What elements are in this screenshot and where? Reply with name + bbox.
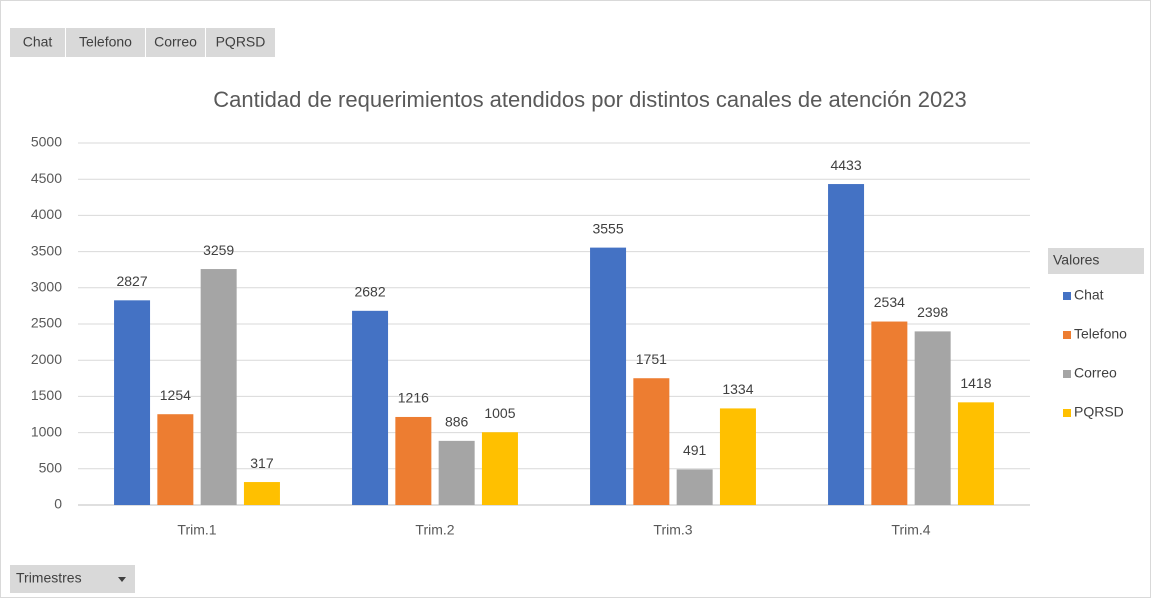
y-tick-label: 5000 bbox=[31, 134, 62, 150]
data-label: 2534 bbox=[874, 294, 905, 310]
field-buttons: Chat Telefono Correo PQRSD bbox=[10, 28, 275, 57]
chart-title: Cantidad de requerimientos atendidos por… bbox=[213, 87, 966, 112]
bar bbox=[633, 378, 670, 505]
bar bbox=[200, 269, 237, 505]
bar bbox=[243, 482, 280, 505]
field-button[interactable] bbox=[146, 28, 205, 57]
bar bbox=[914, 331, 951, 505]
data-label: 1334 bbox=[722, 381, 753, 397]
field-button-label[interactable]: PQRSD bbox=[216, 34, 266, 50]
data-label: 1418 bbox=[960, 375, 991, 391]
data-label: 1216 bbox=[398, 390, 429, 406]
data-label: 3259 bbox=[203, 242, 234, 258]
y-tick-label: 3500 bbox=[31, 242, 62, 258]
data-label: 491 bbox=[683, 442, 707, 458]
legend-label: Correo bbox=[1074, 365, 1117, 381]
legend-swatch bbox=[1063, 331, 1071, 339]
y-tick-label: 4500 bbox=[31, 170, 62, 186]
x-tick-label: Trim.4 bbox=[891, 522, 930, 538]
y-tick-label: 2000 bbox=[31, 351, 62, 367]
bar bbox=[395, 416, 432, 505]
y-tick-label: 4000 bbox=[31, 206, 62, 222]
y-tick-label: 0 bbox=[54, 496, 62, 512]
bar bbox=[590, 247, 627, 506]
bar bbox=[114, 300, 151, 505]
y-tick-label: 1500 bbox=[31, 387, 62, 403]
y-tick-label: 500 bbox=[39, 460, 63, 476]
bar bbox=[957, 402, 994, 505]
field-button[interactable] bbox=[10, 28, 65, 57]
bar bbox=[352, 310, 389, 505]
bar bbox=[871, 321, 908, 505]
legend-swatch bbox=[1063, 370, 1071, 378]
x-tick-label: Trim.2 bbox=[415, 522, 454, 538]
field-button-label[interactable]: Telefono bbox=[79, 34, 132, 50]
field-button-label[interactable]: Correo bbox=[154, 34, 197, 50]
data-label: 1254 bbox=[160, 387, 191, 403]
x-tick-label: Trim.1 bbox=[177, 522, 216, 538]
legend-label: PQRSD bbox=[1074, 404, 1124, 420]
field-button[interactable] bbox=[206, 28, 275, 57]
legend-label: Telefono bbox=[1074, 326, 1127, 342]
data-label: 317 bbox=[250, 455, 274, 471]
legend-swatch bbox=[1063, 409, 1071, 417]
bar bbox=[828, 184, 865, 506]
x-tick-label: Trim.3 bbox=[653, 522, 692, 538]
data-label: 2398 bbox=[917, 304, 948, 320]
y-tick-label: 2500 bbox=[31, 315, 62, 331]
data-label: 4433 bbox=[830, 157, 861, 173]
data-label: 1751 bbox=[636, 351, 667, 367]
data-label: 1005 bbox=[484, 405, 515, 421]
y-tick-label: 3000 bbox=[31, 279, 62, 295]
legend-swatch bbox=[1063, 292, 1071, 300]
dropdown-arrow[interactable] bbox=[118, 577, 126, 582]
bar bbox=[676, 469, 713, 505]
bar bbox=[438, 440, 475, 505]
data-label: 886 bbox=[445, 414, 469, 430]
field-button-label[interactable]: Chat bbox=[23, 34, 53, 50]
data-label: 2682 bbox=[354, 284, 385, 300]
bar bbox=[157, 414, 194, 505]
data-label: 2827 bbox=[116, 273, 147, 289]
legend-label: Chat bbox=[1074, 287, 1104, 303]
data-label: 3555 bbox=[592, 220, 623, 236]
y-tick-label: 1000 bbox=[31, 423, 62, 439]
bar bbox=[719, 408, 756, 505]
legend-title-box bbox=[1048, 248, 1144, 274]
field-button[interactable] bbox=[66, 28, 145, 57]
axis-field-button[interactable] bbox=[10, 565, 135, 593]
bar bbox=[481, 432, 518, 505]
axis-field-label[interactable]: Trimestres bbox=[16, 570, 82, 586]
legend-title: Valores bbox=[1053, 252, 1099, 268]
